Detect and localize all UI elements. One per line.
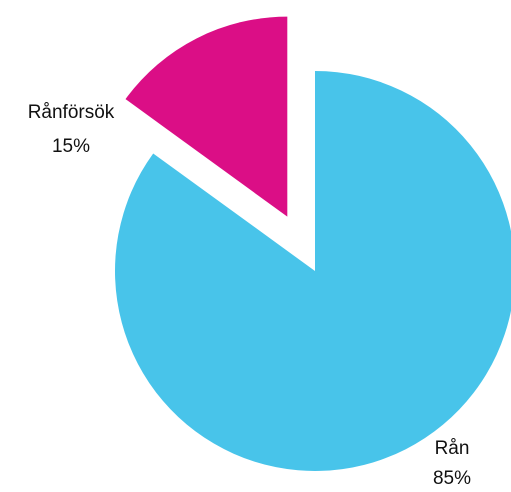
slice-percent-ran: 85% [433, 468, 471, 489]
slice-percent-ranforsok: 15% [52, 136, 90, 157]
pie-slices [115, 16, 511, 471]
slice-label-ran: Rån [435, 438, 470, 459]
pie-slice-ranforsok [125, 16, 288, 217]
slice-label-ranforsok: Rånförsök [28, 102, 115, 123]
pie-slice-ran [115, 71, 511, 471]
